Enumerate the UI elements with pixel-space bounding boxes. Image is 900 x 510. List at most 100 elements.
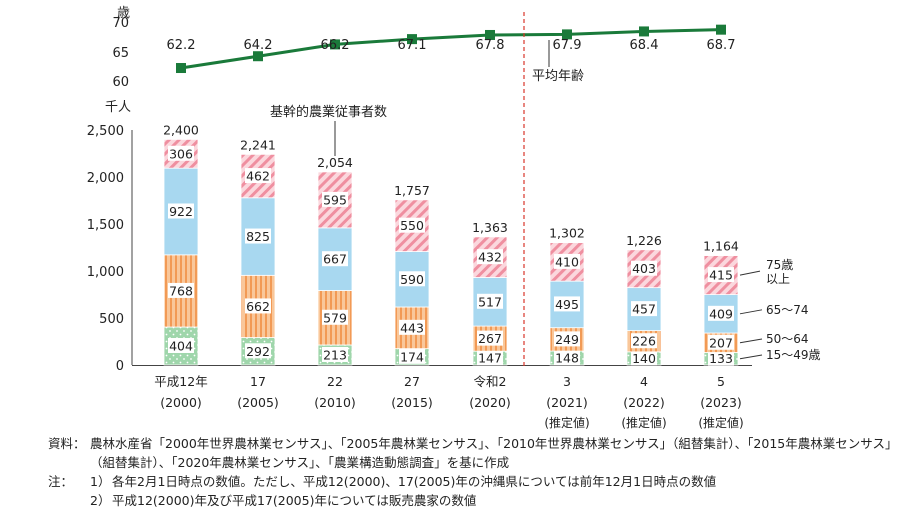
segment-value-label: 768 [169,283,193,298]
average-age-value-label: 68.4 [630,38,659,53]
segment-label-box [631,350,657,366]
category-estimate-label: (推定値) [698,415,743,430]
category-year-label: (2023) [700,395,742,410]
segment-value-label: 825 [246,229,270,244]
segment-label-box [322,191,348,207]
segment-label-box [477,330,503,346]
legend-leader [739,270,761,276]
legend-15-49: 15～49歳 [766,348,821,362]
category-label: 22 [327,374,343,389]
worker-axis: 千人 2,500 2,000 1,500 1,000 500 0 [87,100,752,374]
category-label: 27 [404,374,420,389]
category-labels: 平成12年 (2000) 17 (2005) 22 (2010) 27 (2015) 令和2 (2… [154,374,743,430]
average-age-point [716,24,726,35]
segment-label-box [477,249,503,265]
agricultural-workers-chart: 歳 70 65 60 62.2 64.2 66.2 67.1 67.8 67.9 68.4 6… [87,6,821,430]
source-label: 資料： [48,436,86,451]
segment-value-label: 213 [323,347,347,362]
worker-tick-2500: 2,500 [87,124,124,139]
note-label: 注： [48,474,74,489]
segment-label-box [245,228,271,244]
segment-value-label: 590 [400,272,424,287]
note-2-number: 2） [90,493,111,508]
segment-label-box [708,305,734,321]
average-age-point [407,34,417,45]
segment-value-label: 410 [555,254,579,269]
segment-label-box [322,251,348,267]
average-age-value-label: 67.9 [553,38,582,53]
segment-label-box [554,350,580,366]
segment-label-box [477,293,503,309]
category-year-label: (2021) [546,395,588,410]
segment-label-box [168,203,194,219]
category-label: 5 [717,374,725,389]
segment-value-label: 140 [632,351,656,366]
category-year-label: (2005) [237,395,279,410]
source-text: 農林水産省「2000年世界農林業センサス」、「2005年農林業センサス」、「20… [90,436,892,470]
legend-leader [739,309,763,315]
segment-label-box [322,309,348,325]
average-age-point [485,29,495,40]
segment-value-label: 517 [478,294,502,309]
category-estimate-label: (推定値) [544,415,589,430]
segment-value-label: 662 [246,299,270,314]
category-year-label: (2022) [623,395,665,410]
category-label: 4 [640,374,648,389]
segment-label-box [399,217,425,233]
segment-label-box [631,333,657,349]
segment-value-label: 432 [478,250,502,265]
average-age-value-label: 67.1 [398,38,427,53]
chart-notes: 資料： 農林水産省「2000年世界農林業センサス」、「2005年農林業センサス」… [48,434,893,510]
category-label: 令和2 [474,374,507,389]
category-label: 平成12年 [154,374,207,389]
bar-total-label: 1,226 [626,233,662,248]
worker-axis-unit: 千人 [105,100,131,115]
segment-label-box [245,168,271,184]
segment-value-label: 148 [555,351,579,366]
segment-label-box [554,331,580,347]
average-age-point [253,51,263,62]
average-age-line [180,28,722,70]
segment-value-label: 495 [555,297,579,312]
segment-value-label: 922 [169,204,193,219]
average-age-legend: 平均年齢 [532,69,584,84]
segment-value-label: 404 [169,339,193,354]
segment-label-box [708,350,734,366]
bar-total-label: 1,164 [703,239,739,254]
segment-value-label: 457 [632,302,656,317]
segment-label-box [631,301,657,317]
segment-label-box [322,346,348,362]
legend-65-74: 65～74 [766,303,809,317]
core-workers-label: 基幹的農業従事者数 [270,104,387,120]
segment-label-box [554,253,580,269]
segment-label-box [708,334,734,350]
age-line-series: 62.2 64.2 66.2 67.1 67.8 67.9 68.4 68.7 [167,24,735,74]
segment-label-box [168,145,194,161]
bar-total-label: 1,757 [394,183,430,198]
bar-total-label: 2,241 [240,137,276,152]
worker-stacked-bars: 404 768 922 306 2,400 292 662 825 462 2,241 213 579… [163,122,739,366]
segment-value-label: 207 [709,335,733,350]
note-1-text: 各年2月1日時点の数値。ただし、平成12(2000)、17(2005)年の沖縄県… [112,474,717,489]
segment-value-label: 226 [632,334,656,349]
segment-label-box [477,350,503,366]
segment-label-box [168,338,194,354]
bar-total-label: 1,302 [549,226,585,241]
average-age-value-label: 66.2 [321,38,350,53]
segment-value-label: 595 [323,192,347,207]
average-age-value-label: 64.2 [244,38,273,53]
average-age-point [639,26,649,37]
average-age-point [176,63,186,74]
category-label: 3 [563,374,571,389]
category-year-label: (2015) [391,395,433,410]
segment-value-label: 550 [400,218,424,233]
segment-label-box [399,348,425,364]
segment-value-label: 462 [246,169,270,184]
segment-label-box [245,298,271,314]
age-axis-unit: 歳 [117,6,130,21]
segment-label-box [245,343,271,359]
legend-leader [739,354,763,360]
category-label: 17 [250,374,266,389]
segment-value-label: 292 [246,344,270,359]
